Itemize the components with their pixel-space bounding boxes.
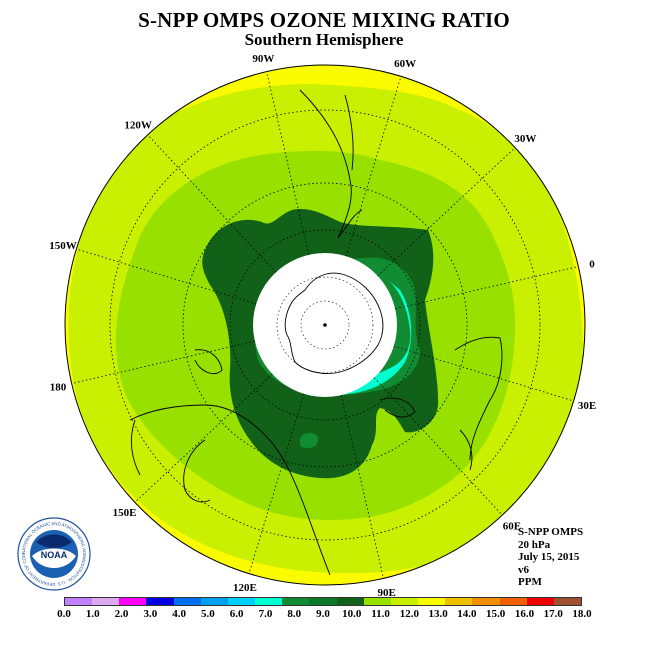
longitude-labels: 0 30E 60E 90E 120E 150E 180 150W 120W 90W 60W 30W: [49, 53, 596, 599]
colorbar-tick-label: 8.0: [287, 608, 302, 620]
colorbar-segment: [336, 598, 364, 605]
noaa-logo-icon: NOAA NATIONAL OCEANIC AND ATMOSPHERIC AD…: [14, 512, 91, 591]
meridian-lines: [71, 71, 579, 579]
longitude-label: 180: [50, 382, 67, 394]
colorbar-tick-label: 3.0: [143, 608, 158, 620]
colorbar-tick-label: 1.0: [85, 608, 100, 620]
longitude-label: 90W: [252, 53, 274, 65]
antarctica-outline: [284, 272, 384, 374]
colorbar-segment: [200, 598, 228, 605]
colorbar-tick-label: 10.0: [342, 608, 362, 620]
colorbar-segment: [526, 598, 554, 605]
meridian-line: [147, 134, 277, 273]
logo-text: NOAA: [41, 550, 68, 560]
colorbar: [64, 597, 582, 606]
colorbar-segment: [227, 598, 256, 605]
meridian-line: [134, 373, 273, 503]
colorbar-tick-labels: 0.0 1.0 2.0 3.0 4.0 5.0 6.0 7.0 8.0 9.0 10.0 11.0 12…: [0, 608, 648, 622]
colorbar-segment: [553, 598, 581, 605]
south-pole-marker: [323, 323, 327, 327]
colorbar-tick-label: 17.0: [543, 608, 563, 620]
colorbar-tick-label: 9.0: [316, 608, 330, 620]
small-dark-patch: [300, 432, 318, 448]
colorbar-segment: [92, 598, 120, 605]
meridian-line: [340, 395, 384, 579]
colorbar-segment: [390, 598, 419, 605]
meridian-line: [395, 266, 579, 310]
colorbar-segment: [472, 598, 500, 605]
info-block: S-NPP OMPS 20 hPa July 15, 2015 v6 PPM: [518, 526, 583, 589]
colorbar-tick-label: 4.0: [172, 608, 186, 620]
longitude-label: 150E: [113, 507, 137, 519]
colorbar-tick-label: 5.0: [201, 608, 215, 620]
colorbar-segment: [363, 598, 391, 605]
longitude-label: 30W: [514, 133, 536, 145]
colorbar-segment: [309, 598, 337, 605]
colorbar-segment: [445, 598, 473, 605]
longitude-label: 0: [589, 258, 595, 270]
colorbar-segment: [146, 598, 174, 605]
page-subtitle: Southern Hemisphere: [244, 30, 404, 49]
colorbar-tick-label: 15.0: [486, 608, 506, 620]
meridian-line: [71, 340, 255, 384]
colorbar-segment: [499, 598, 527, 605]
meridian-line: [377, 147, 516, 277]
longitude-label: 120E: [233, 582, 257, 594]
coastlines: [129, 89, 503, 576]
longitude-label: 120W: [124, 120, 152, 132]
colorbar-segment: [418, 598, 446, 605]
longitude-label: 150W: [49, 240, 77, 252]
meridian-line: [248, 393, 305, 574]
colorbar-tick-label: 12.0: [399, 608, 419, 620]
info-level: 20 hPa: [518, 538, 551, 551]
meridian-line: [266, 71, 310, 255]
colorbar-segment: [65, 598, 93, 605]
meridian-line: [345, 76, 402, 257]
colorbar-tick-label: 16.0: [514, 608, 535, 620]
colorbar-tick-label: 13.0: [428, 608, 448, 620]
ozone-contours: [65, 65, 585, 585]
meridian-line: [76, 248, 257, 305]
meridian-line: [393, 345, 574, 402]
longitude-label: 30E: [578, 400, 596, 412]
info-units: PPM: [518, 576, 542, 589]
page-title: S-NPP OMPS OZONE MIXING RATIO: [138, 8, 510, 32]
colorbar-tick-label: 11.0: [371, 608, 390, 620]
longitude-label: 90E: [377, 587, 395, 599]
colorbar-segment: [255, 598, 283, 605]
globe-border: [64, 64, 586, 586]
info-version: v6: [518, 563, 529, 576]
info-date: July 15, 2015: [518, 551, 580, 564]
latitude-lines: [109, 109, 541, 541]
inner-latitude-lines: [276, 276, 374, 374]
colorbar-tick-label: 14.0: [457, 608, 477, 620]
colorbar-tick-label: 0.0: [57, 608, 71, 620]
colorbar-tick-label: 2.0: [114, 608, 129, 620]
colorbar-segment: [173, 598, 201, 605]
info-satellite: S-NPP OMPS: [518, 526, 584, 538]
colorbar-segment: [282, 598, 310, 605]
longitude-label: 60E: [503, 520, 521, 532]
colorbar-tick-label: 18.0: [572, 608, 592, 620]
longitude-label: 60W: [394, 58, 416, 70]
meridian-line: [373, 377, 503, 516]
noaa-logo: NOAA NATIONAL OCEANIC AND ATMOSPHERIC AD…: [14, 512, 92, 592]
colorbar-tick-label: 6.0: [229, 608, 244, 620]
colorbar-segment: [119, 598, 147, 605]
colorbar-tick-label: 7.0: [258, 608, 273, 620]
